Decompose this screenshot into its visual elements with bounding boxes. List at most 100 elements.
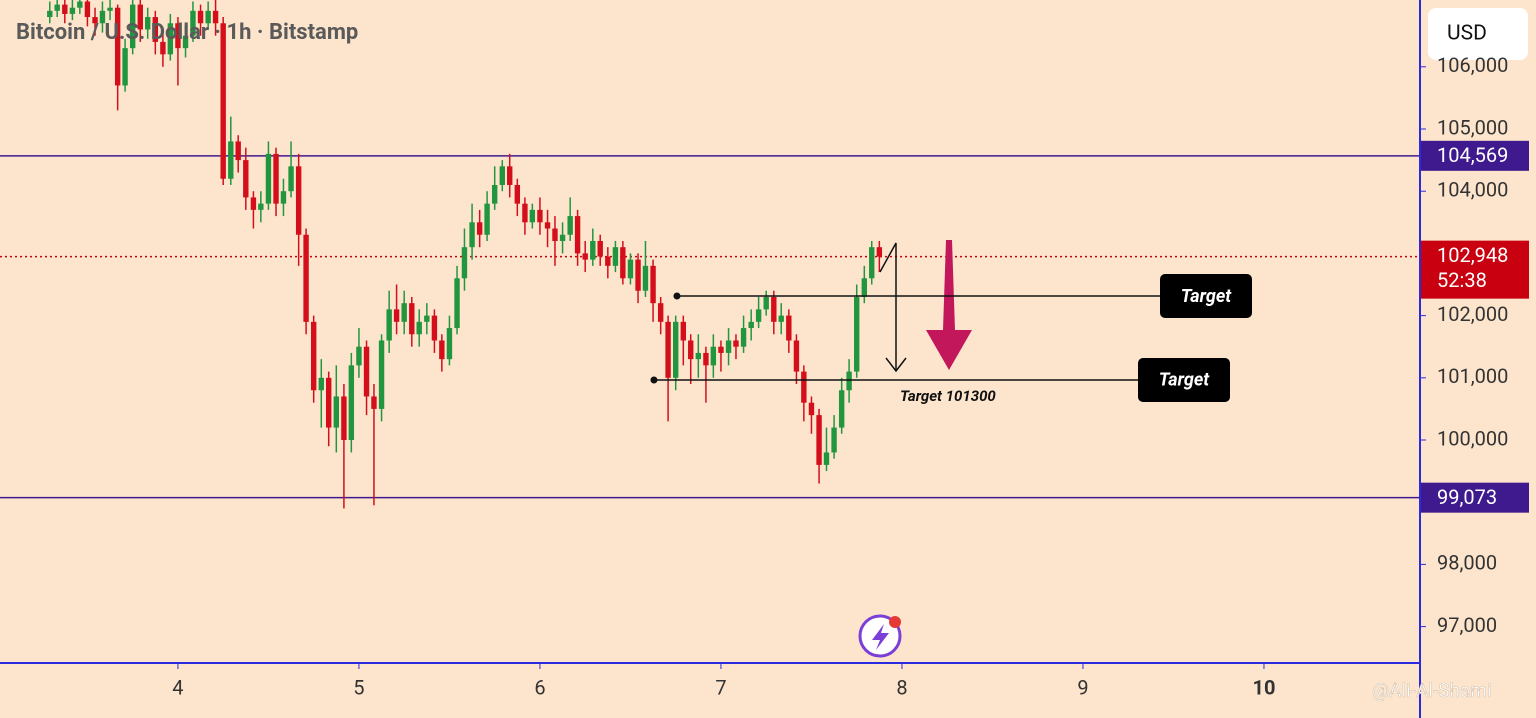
level-label-bg — [1421, 482, 1529, 513]
candle-body — [688, 340, 694, 360]
y-tick-label: 97,000 — [1437, 613, 1497, 637]
candle-body — [114, 7, 121, 86]
y-tick-label: 104,000 — [1437, 177, 1508, 201]
candle-body — [620, 247, 626, 279]
candle-body — [869, 247, 875, 279]
x-tick-label: 9 — [1077, 675, 1088, 699]
candle-body — [122, 48, 128, 86]
currency-button[interactable]: USD — [1428, 8, 1528, 60]
candle-body — [439, 340, 445, 360]
arrow-head — [885, 357, 907, 373]
candle-body — [529, 209, 536, 223]
candle-body — [793, 340, 800, 372]
candle-body — [175, 23, 181, 49]
candle-body — [823, 452, 830, 465]
candle-body — [250, 197, 257, 210]
candle-body — [160, 41, 166, 55]
candle-body — [182, 35, 189, 49]
candle-body — [650, 265, 656, 304]
candle-body — [725, 340, 732, 353]
candle-body — [469, 222, 475, 248]
candle-body — [574, 216, 581, 254]
x-tick-label: 7 — [715, 675, 726, 699]
candle-body — [341, 396, 347, 441]
candle-body — [612, 247, 619, 266]
candle-body — [386, 309, 392, 341]
down-arrow — [926, 240, 972, 370]
candle-body — [476, 222, 483, 235]
candle-body — [710, 346, 717, 366]
target-box — [1138, 357, 1230, 402]
candle-body — [605, 256, 611, 266]
candle-body — [733, 340, 739, 347]
level-label: 99,073 — [1437, 485, 1497, 509]
candle-body — [786, 315, 792, 341]
target-label: Target — [1181, 286, 1232, 307]
candle-body — [258, 203, 264, 210]
candle-body — [627, 259, 634, 279]
candle-body — [514, 184, 521, 204]
x-tick-label: 6 — [534, 675, 545, 699]
candle-body — [152, 17, 159, 42]
candle-body — [695, 352, 702, 360]
candle-body — [672, 321, 679, 378]
candle-body — [755, 309, 762, 322]
candle-body — [740, 328, 747, 347]
candle-body — [92, 17, 98, 24]
annotation: Target 101300 — [900, 387, 996, 405]
last-price-label: 102,948 — [1437, 243, 1508, 267]
level-label-bg — [1421, 140, 1529, 171]
candle-body — [657, 303, 664, 322]
candle-body — [861, 278, 868, 297]
candle-body — [212, 10, 219, 24]
candle-body — [356, 346, 362, 366]
candle-body — [778, 315, 784, 322]
candle-body — [424, 315, 430, 322]
candle-body — [409, 303, 415, 335]
button-bg[interactable] — [1428, 8, 1528, 60]
candle-body — [295, 166, 302, 235]
candle-body — [197, 10, 204, 24]
candle-body — [544, 222, 551, 229]
candle-body — [680, 321, 687, 341]
candle-body — [748, 321, 754, 329]
candle-body — [326, 377, 332, 428]
level-label: 104,569 — [1437, 143, 1508, 167]
candle-body — [771, 296, 777, 322]
candle-body — [854, 296, 860, 372]
candle-body — [243, 160, 249, 198]
candle-body — [507, 166, 513, 185]
chart-title: Bitcoin / U.S. Dollar · 1h · Bitstamp — [16, 20, 358, 45]
candle-body — [167, 23, 174, 55]
candle-body — [491, 184, 498, 204]
candle-body — [318, 377, 324, 391]
candle-body — [54, 4, 60, 11]
x-tick-label: 10 — [1252, 675, 1275, 699]
assistant-icon — [858, 614, 902, 658]
candle-body — [137, 4, 143, 30]
watermark: @Ali-Al-Shami — [1372, 679, 1492, 702]
candle-body — [401, 303, 407, 322]
candle-body — [718, 346, 724, 353]
candle-body — [280, 191, 287, 204]
candle-body — [582, 253, 588, 260]
countdown-label: 52:38 — [1437, 268, 1487, 292]
candle-body — [310, 321, 317, 391]
y-tick-label: 105,000 — [1437, 115, 1508, 139]
candle-body — [838, 390, 845, 428]
candle-body — [265, 153, 272, 204]
candle-body — [69, 7, 76, 14]
candle-body — [446, 328, 453, 360]
plot-area — [0, 0, 1420, 509]
candle-body — [333, 396, 340, 428]
currency-label[interactable]: USD — [1447, 22, 1487, 46]
candle-body — [567, 216, 573, 235]
zigzag-arrow — [879, 242, 897, 370]
candle-body — [801, 371, 807, 403]
candle-body — [393, 309, 400, 322]
candle-body — [808, 402, 815, 416]
x-tick-label: 8 — [896, 675, 907, 699]
candle-body — [876, 247, 883, 257]
